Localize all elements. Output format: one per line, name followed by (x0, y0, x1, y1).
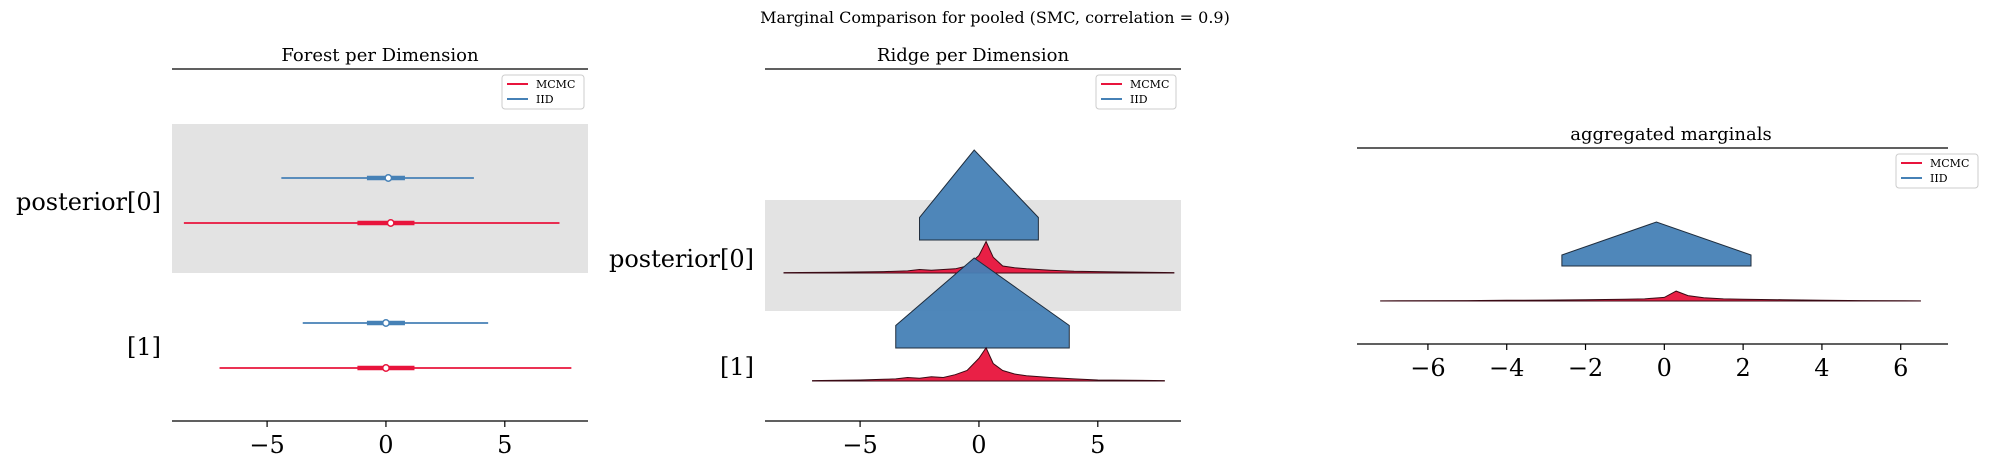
forest-x-tick-label: 5 (497, 431, 512, 459)
aggregated-x-tick-label: 6 (1893, 354, 1908, 382)
forest-row-label-0: posterior[0] (16, 188, 161, 216)
forest-mcmc-row0-median (386, 219, 395, 227)
forest-iid-row0-median (384, 174, 393, 182)
ridge-title: Ridge per Dimension (877, 45, 1070, 66)
aggregated-panel: aggregated marginals −6 −4 −2 0 2 4 6 MCMC IID (1357, 124, 1979, 382)
aggregated-iid-density (1561, 221, 1752, 267)
ridge-panel: Ridge per Dimension posterior[0] [1] −5 0… (609, 45, 1181, 459)
forest-legend-iid-label: IID (536, 93, 554, 106)
aggregated-x-tick-label: 0 (1657, 354, 1672, 382)
forest-x-tick-label: −5 (249, 431, 284, 459)
ridge-mcmc-density-row0 (783, 240, 1175, 274)
ridge-iid-density-row0 (919, 149, 1039, 241)
aggregated-x-tick-label: 2 (1735, 354, 1750, 382)
aggregated-legend-mcmc-label: MCMC (1930, 157, 1969, 170)
ridge-x-tick-label: −5 (842, 431, 877, 459)
ridge-iid-density-row1 (895, 257, 1070, 349)
forest-legend-mcmc-label: MCMC (536, 78, 575, 91)
forest-mcmc-row1-median (381, 364, 390, 372)
aggregated-legend-iid-label: IID (1930, 172, 1948, 185)
ridge-legend-mcmc-label: MCMC (1130, 78, 1169, 91)
ridge-mcmc-density-row1 (812, 346, 1165, 382)
ridge-x-tick-label: 5 (1090, 431, 1105, 459)
aggregated-title: aggregated marginals (1570, 124, 1771, 145)
ridge-x-tick-label: 0 (971, 431, 986, 459)
figure-suptitle: Marginal Comparison for pooled (SMC, cor… (760, 8, 1230, 27)
ridge-row-label-1: [1] (720, 353, 754, 381)
forest-panel: Forest per Dimension posterior[0] [1] −5… (16, 45, 588, 459)
aggregated-x-tick-label: −4 (1489, 354, 1524, 382)
forest-legend: MCMC IID (501, 74, 585, 110)
ridge-row-label-0: posterior[0] (609, 245, 754, 273)
aggregated-legend: MCMC IID (1895, 153, 1979, 189)
aggregated-x-tick-label: −2 (1568, 354, 1603, 382)
ridge-legend: MCMC IID (1095, 74, 1177, 110)
aggregated-x-tick-label: 4 (1814, 354, 1829, 382)
forest-iid-row1-median (381, 319, 390, 327)
ridge-legend-iid-label: IID (1130, 93, 1148, 106)
forest-band-posterior0 (172, 124, 588, 273)
aggregated-x-tick-label: −6 (1410, 354, 1445, 382)
aggregated-mcmc-density (1380, 290, 1921, 302)
forest-title: Forest per Dimension (281, 45, 479, 66)
forest-x-tick-label: 0 (378, 431, 393, 459)
forest-row-label-1: [1] (127, 333, 161, 361)
